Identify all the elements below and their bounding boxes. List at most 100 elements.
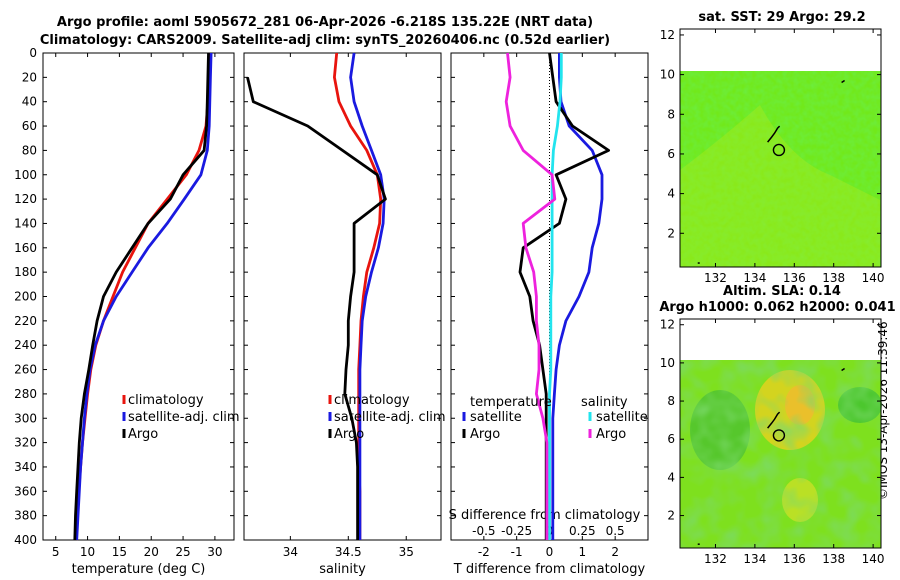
chart-title-line1: Argo profile: aoml 5905672_281 06-Apr-20… [56, 15, 594, 30]
salinity-difference-tick-label-4: 0.5 [606, 524, 625, 538]
depth-tick-label-160: 160 [14, 241, 37, 255]
sst_map-ytick-label-8: 8 [667, 107, 675, 121]
depth-tick-label-20: 20 [22, 70, 37, 84]
sla-map-title-line1: Altim. SLA: 0.14 [723, 284, 841, 299]
depth-tick-label-400: 400 [14, 533, 37, 547]
depth-tick-label-360: 360 [14, 484, 37, 498]
temperature-legend-label-2: Argo [128, 427, 158, 442]
sla_map-xtick-label-138: 138 [822, 552, 845, 566]
depth-tick-label-200: 200 [14, 290, 37, 304]
salinity-xtick-label-34.5: 34.5 [335, 545, 362, 559]
sla_map-ytick-label-6: 6 [667, 432, 675, 446]
legend-salinity-label-0: satellite [596, 410, 648, 425]
sla_map-ytick-label-2: 2 [667, 509, 675, 523]
sst_map-xtick-label-132: 132 [704, 271, 727, 285]
temperature-xtick-label-15: 15 [112, 545, 127, 559]
difference-xtick-label-2: 2 [611, 545, 619, 559]
sst_map-ytick-label-6: 6 [667, 147, 675, 161]
salinity-difference-tick-label-3: 0.25 [569, 524, 596, 538]
difference-xtick-label-0: 0 [546, 545, 554, 559]
sst_map-ytick-label-12: 12 [660, 28, 675, 42]
salinity-difference-tick-label-1: -0.25 [501, 524, 532, 538]
sla_map-xtick-label-134: 134 [743, 552, 766, 566]
sst_map-xtick-label-134: 134 [743, 271, 766, 285]
sst-warm-patch [680, 105, 880, 267]
sla-map-texture [680, 360, 881, 548]
sst_map-ytick-label-4: 4 [667, 187, 675, 201]
sla_map-xtick-label-132: 132 [704, 552, 727, 566]
difference-series-salinity-satellite [548, 53, 563, 540]
temperature-legend-label-0: climatology [128, 393, 204, 408]
sla_map-frame [679, 318, 882, 549]
salinity-frame [243, 52, 442, 541]
salinity-xlabel: salinity [319, 562, 366, 577]
legend-temperature-label-1: Argo [470, 427, 500, 442]
difference-series-temperature-argo [518, 52, 610, 540]
temperature-series-climatology [74, 52, 211, 541]
salinity-legend-label-1: satellite-adj. clim [334, 410, 446, 425]
salinity-series-satellite-adj-clim [349, 52, 386, 540]
difference-xtick-label--2: -2 [478, 545, 490, 559]
legend-salinity-title: salinity [581, 395, 628, 410]
depth-tick-label-60: 60 [22, 119, 37, 133]
salinity-xtick-label-34: 34 [283, 545, 298, 559]
depth-tick-label-240: 240 [14, 338, 37, 352]
temperature-legend-label-1: satellite-adj. clim [128, 410, 240, 425]
salinity-xtick-label-35: 35 [399, 545, 414, 559]
sst-map-title: sat. SST: 29 Argo: 29.2 [698, 10, 866, 25]
depth-tick-label-280: 280 [14, 387, 37, 401]
sst_map-xtick-label-136: 136 [783, 271, 806, 285]
temperature-xtick-label-5: 5 [52, 545, 60, 559]
salinity-difference-tick-label-0: -0.5 [472, 524, 495, 538]
sst_map-islet [841, 79, 846, 84]
difference-xtick-label--1: -1 [511, 545, 523, 559]
sla_map-ytick-label-10: 10 [660, 356, 675, 370]
depth-tick-label-260: 260 [14, 363, 37, 377]
temperature-xtick-label-25: 25 [175, 545, 190, 559]
sla-map-panel [680, 360, 882, 548]
temperature-series-satellite-adj-clim [75, 52, 213, 541]
depth-tick-label-300: 300 [14, 411, 37, 425]
sla_map-ytick-label-4: 4 [667, 470, 675, 484]
sst_map-ytick-label-2: 2 [667, 226, 675, 240]
legend-salinity-label-1: Argo [596, 427, 626, 442]
legend-temperature-title: temperature [470, 395, 552, 410]
legend-temperature-label-0: satellite [470, 410, 522, 425]
depth-tick-label-340: 340 [14, 460, 37, 474]
salinity-series-argo [246, 76, 387, 540]
sst_map-xtick-label-138: 138 [822, 271, 845, 285]
sst_map-frame [679, 28, 882, 268]
difference-series-temperature-satellite [551, 53, 604, 540]
sst-map-panel [680, 71, 881, 267]
temperature-xlabel: temperature (deg C) [72, 562, 206, 577]
depth-tick-label-40: 40 [22, 95, 37, 109]
depth-tick-label-120: 120 [14, 192, 37, 206]
depth-tick-label-220: 220 [14, 314, 37, 328]
sst_map-ytick-label-10: 10 [660, 68, 675, 82]
sla_map-island [767, 411, 781, 429]
sla_map-xtick-label-140: 140 [862, 552, 885, 566]
sla_map-argo-marker [772, 429, 786, 442]
temperature-series-argo [73, 52, 210, 541]
sla_map-xtick-label-136: 136 [783, 552, 806, 566]
salinity-difference-axis-label: S difference from climatology [449, 508, 641, 523]
depth-tick-label-80: 80 [22, 143, 37, 157]
sst_map-argo-marker [772, 143, 786, 157]
difference-xtick-label-1: 1 [579, 545, 587, 559]
sst_map-xtick-label-140: 140 [862, 271, 885, 285]
sla_map-ytick-label-8: 8 [667, 394, 675, 408]
sla_map-ytick-label-12: 12 [660, 318, 675, 332]
temperature-xtick-label-20: 20 [144, 545, 159, 559]
salinity-legend-label-2: Argo [334, 427, 364, 442]
chart-title-line2: Climatology: CARS2009. Satellite-adj cli… [39, 33, 611, 48]
sla_map-islet [841, 367, 846, 372]
depth-tick-label-380: 380 [14, 509, 37, 523]
depth-tick-label-0: 0 [29, 46, 37, 60]
sst_map-island [767, 125, 781, 143]
temperature-xtick-label-30: 30 [207, 545, 222, 559]
temperature-xtick-label-10: 10 [80, 545, 95, 559]
depth-tick-label-320: 320 [14, 436, 37, 450]
salinity-legend-label-0: climatology [334, 393, 410, 408]
sla-map-title-line2: Argo h1000: 0.062 h2000: 0.041 [659, 300, 896, 315]
